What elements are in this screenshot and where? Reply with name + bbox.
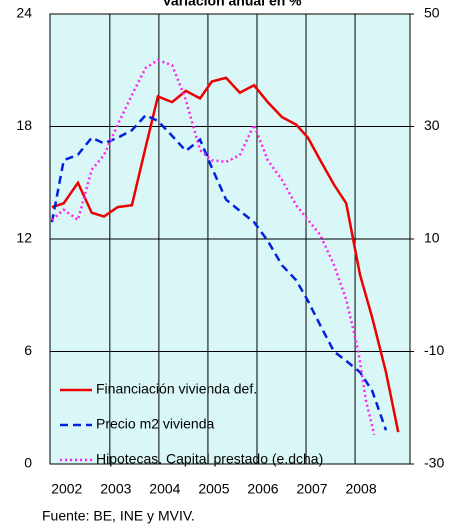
y-tick-label: 0: [24, 455, 32, 471]
x-tick-label: 2008: [345, 481, 376, 497]
y-tick-label: 18: [16, 117, 32, 133]
x-tick-label: 2004: [149, 481, 180, 497]
x-tick-label: 2005: [198, 481, 229, 497]
y2-tick-label: -10: [424, 342, 444, 358]
x-tick-label: 2002: [51, 481, 82, 497]
y2-tick-label: 30: [424, 117, 440, 133]
series-line: [51, 76, 400, 433]
y2-tick-label: 50: [424, 5, 440, 21]
y2-tick-label: 10: [424, 230, 440, 246]
series-line: [51, 58, 376, 436]
legend-label: Financiación vivienda def.: [96, 381, 257, 397]
y-tick-label: 12: [16, 230, 32, 246]
chart-title: Variación anual en %: [162, 0, 302, 9]
y-tick-label: 24: [16, 5, 32, 21]
source: Fuente: BE, INE y MVIV.: [42, 508, 195, 524]
y2-tick-label: -30: [424, 455, 444, 471]
x-tick-label: 2007: [296, 481, 327, 497]
y-tick-label: 6: [24, 342, 32, 358]
legend-label: Precio m2 vivienda: [96, 416, 214, 432]
x-tick-label: 2006: [247, 481, 278, 497]
x-tick-label: 2003: [100, 481, 131, 497]
legend-label: Hipotecas. Capital prestado (e.dcha): [96, 451, 323, 467]
series-line: [50, 113, 388, 431]
